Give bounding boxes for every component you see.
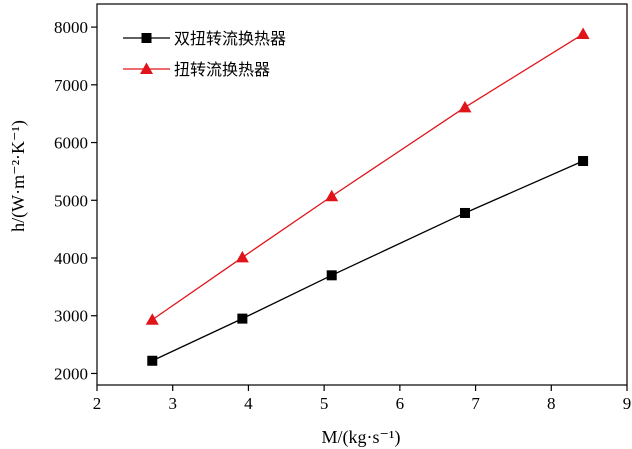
legend-marker xyxy=(141,33,152,43)
data-point xyxy=(235,250,249,263)
y-tick-label: 4000 xyxy=(54,249,88,268)
y-axis-label: h/(W·m⁻²·K⁻¹) xyxy=(8,120,29,232)
x-axis-label: M/(kg·s⁻¹) xyxy=(322,427,401,448)
x-tick-label: 8 xyxy=(547,394,556,413)
legend-item: 扭转流换热器 xyxy=(123,60,270,79)
x-tick-label: 7 xyxy=(471,394,480,413)
legend-label: 双扭转流换热器 xyxy=(174,29,286,48)
data-point xyxy=(237,313,248,324)
x-tick-label: 5 xyxy=(320,394,329,413)
legend-item: 双扭转流换热器 xyxy=(123,29,286,48)
x-tick-label: 3 xyxy=(168,394,177,413)
data-point xyxy=(576,27,590,40)
data-point xyxy=(147,355,158,366)
y-tick-label: 3000 xyxy=(54,307,88,326)
data-point xyxy=(145,313,159,325)
plot-border xyxy=(96,3,628,386)
x-tick-label: 6 xyxy=(396,394,405,413)
data-point xyxy=(325,189,339,202)
y-tick-label: 6000 xyxy=(54,134,88,153)
data-point xyxy=(458,100,472,113)
x-axis-ticks: 2 3 4 5 6 7 8 9 xyxy=(93,385,632,413)
series-layer xyxy=(145,27,590,366)
series-2 xyxy=(145,27,590,325)
x-tick-label: 2 xyxy=(93,394,102,413)
y-tick-label: 7000 xyxy=(54,76,88,95)
x-tick-label: 9 xyxy=(623,394,632,413)
legend-label: 扭转流换热器 xyxy=(174,60,270,79)
data-point xyxy=(326,270,337,281)
data-point xyxy=(578,156,589,167)
y-tick-label: 5000 xyxy=(54,191,88,210)
series-line xyxy=(151,160,584,362)
x-tick-label: 4 xyxy=(244,394,253,413)
legend-marker xyxy=(140,62,153,74)
y-axis-ticks: 2000 3000 4000 5000 6000 7000 8000 xyxy=(54,18,97,383)
y-tick-label: 8000 xyxy=(54,18,88,37)
data-point xyxy=(459,207,470,218)
y-tick-label: 2000 xyxy=(54,364,88,383)
plot-frame xyxy=(96,3,628,386)
series-1 xyxy=(147,156,589,366)
